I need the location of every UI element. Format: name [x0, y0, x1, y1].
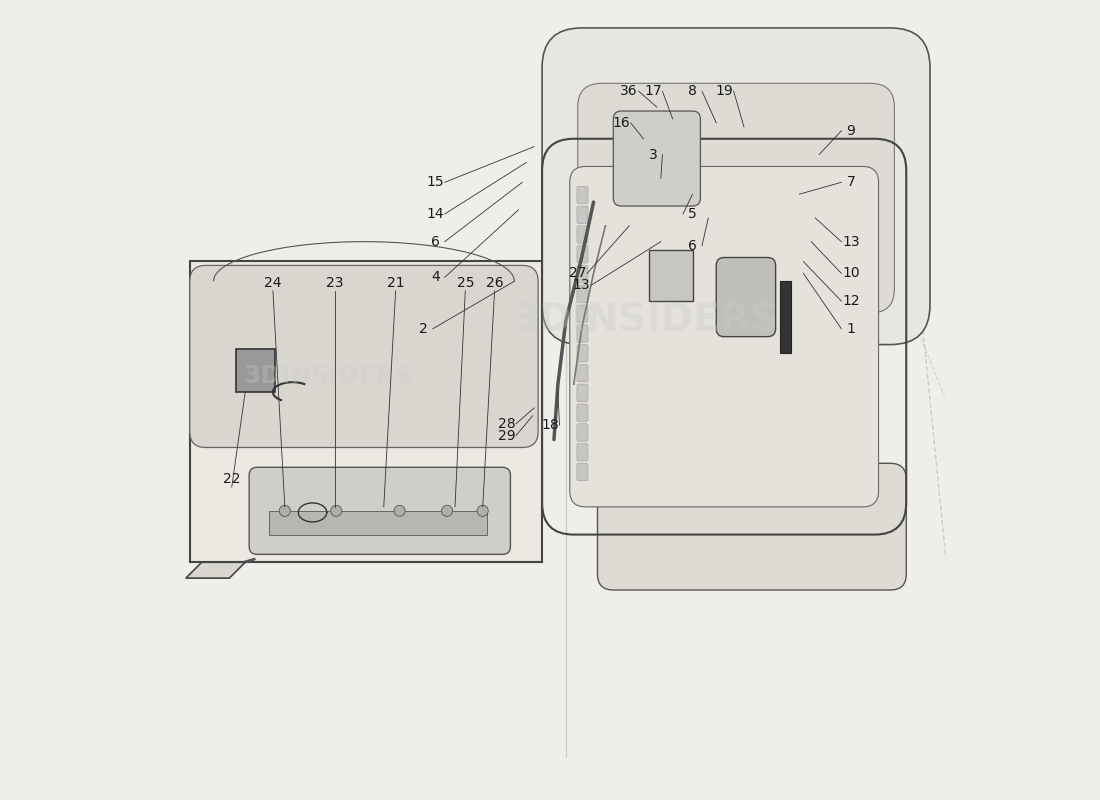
- FancyBboxPatch shape: [576, 404, 588, 422]
- Text: 8: 8: [689, 84, 697, 98]
- FancyBboxPatch shape: [576, 305, 588, 322]
- Text: 24: 24: [264, 276, 282, 290]
- Text: 5: 5: [689, 207, 697, 221]
- FancyBboxPatch shape: [576, 424, 588, 441]
- Text: 3DINSIDERS: 3DINSIDERS: [243, 364, 414, 388]
- Text: 19: 19: [715, 84, 733, 98]
- Text: 7: 7: [847, 175, 855, 190]
- Text: 36: 36: [620, 84, 638, 98]
- Text: 4: 4: [431, 270, 440, 284]
- Text: 12: 12: [842, 294, 859, 308]
- FancyBboxPatch shape: [576, 226, 588, 243]
- Bar: [780, 282, 792, 353]
- Bar: [270, 511, 486, 534]
- Circle shape: [279, 506, 290, 516]
- Circle shape: [477, 506, 488, 516]
- FancyBboxPatch shape: [597, 463, 906, 590]
- Text: 9: 9: [846, 124, 856, 138]
- FancyBboxPatch shape: [576, 443, 588, 461]
- Text: 10: 10: [842, 266, 859, 280]
- Bar: [649, 250, 693, 301]
- FancyBboxPatch shape: [576, 364, 588, 382]
- FancyBboxPatch shape: [570, 166, 879, 507]
- FancyBboxPatch shape: [576, 246, 588, 263]
- Text: 27: 27: [569, 266, 586, 280]
- Text: 13: 13: [842, 234, 859, 249]
- Text: 26: 26: [486, 276, 504, 290]
- FancyBboxPatch shape: [235, 349, 275, 392]
- FancyBboxPatch shape: [576, 384, 588, 402]
- Text: 15: 15: [427, 175, 444, 190]
- FancyBboxPatch shape: [576, 286, 588, 302]
- Text: 18: 18: [541, 418, 559, 432]
- Text: 23: 23: [326, 276, 343, 290]
- Text: 2: 2: [419, 322, 428, 336]
- FancyBboxPatch shape: [576, 186, 588, 204]
- Text: 6: 6: [431, 234, 440, 249]
- Text: 25: 25: [456, 276, 474, 290]
- FancyBboxPatch shape: [576, 463, 588, 481]
- FancyBboxPatch shape: [250, 467, 510, 554]
- Circle shape: [441, 506, 452, 516]
- Text: 3: 3: [649, 147, 658, 162]
- FancyBboxPatch shape: [576, 206, 588, 223]
- FancyBboxPatch shape: [542, 28, 930, 345]
- FancyBboxPatch shape: [716, 258, 776, 337]
- FancyBboxPatch shape: [576, 345, 588, 362]
- Text: 17: 17: [645, 84, 662, 98]
- Text: 16: 16: [613, 116, 630, 130]
- FancyBboxPatch shape: [190, 266, 538, 447]
- Text: 6: 6: [689, 238, 697, 253]
- Polygon shape: [186, 562, 245, 578]
- FancyBboxPatch shape: [614, 111, 701, 206]
- Text: 3DINSIDERS: 3DINSIDERS: [513, 302, 778, 340]
- FancyBboxPatch shape: [576, 266, 588, 283]
- Circle shape: [394, 506, 405, 516]
- Text: 21: 21: [387, 276, 405, 290]
- FancyBboxPatch shape: [576, 325, 588, 342]
- Text: 13: 13: [573, 278, 591, 292]
- Text: 28: 28: [497, 417, 515, 430]
- Text: 22: 22: [223, 472, 241, 486]
- Text: 14: 14: [427, 207, 444, 221]
- Circle shape: [331, 506, 342, 516]
- Text: 29: 29: [497, 429, 515, 442]
- FancyBboxPatch shape: [190, 262, 542, 562]
- FancyBboxPatch shape: [578, 83, 894, 313]
- Text: 1: 1: [846, 322, 856, 336]
